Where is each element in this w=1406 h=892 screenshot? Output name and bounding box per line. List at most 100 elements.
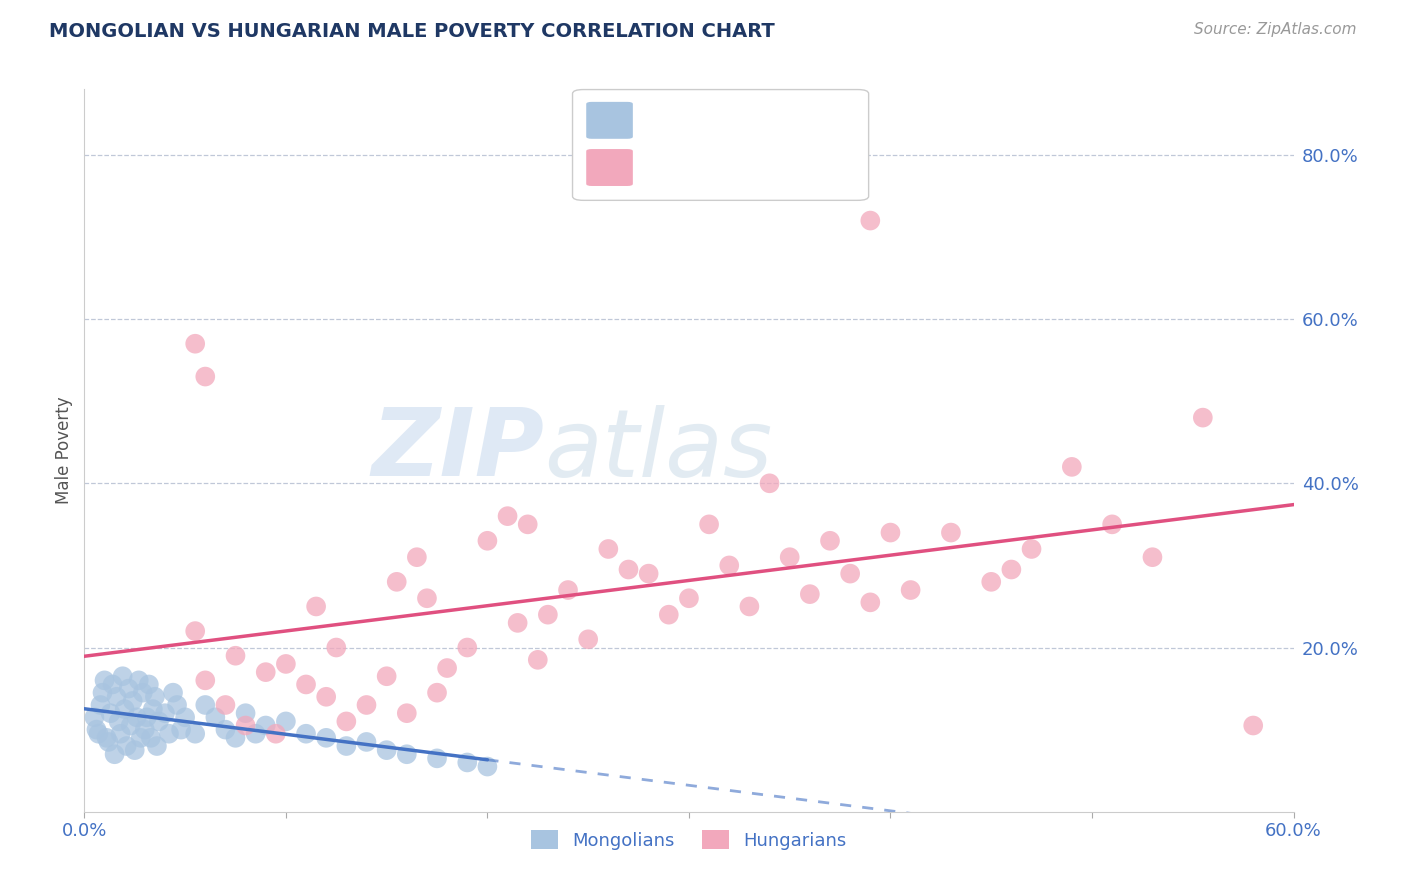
Point bbox=[274, 714, 297, 729]
Point bbox=[114, 702, 136, 716]
Point bbox=[295, 727, 318, 741]
Point bbox=[89, 698, 111, 712]
Point bbox=[1060, 459, 1083, 474]
Point bbox=[91, 686, 114, 700]
Point bbox=[204, 710, 226, 724]
Point bbox=[104, 747, 127, 762]
Point bbox=[617, 562, 640, 576]
Point bbox=[97, 735, 120, 749]
Point bbox=[245, 727, 267, 741]
Point bbox=[758, 476, 780, 491]
Point bbox=[738, 599, 761, 614]
Point bbox=[406, 550, 429, 565]
Y-axis label: Male Poverty: Male Poverty bbox=[55, 397, 73, 504]
Point bbox=[184, 336, 207, 351]
Point bbox=[477, 759, 499, 773]
Point bbox=[335, 739, 357, 753]
Point bbox=[375, 743, 398, 757]
Point bbox=[456, 756, 478, 770]
Point bbox=[146, 739, 169, 753]
Point bbox=[110, 727, 132, 741]
Point bbox=[125, 710, 148, 724]
Point bbox=[214, 698, 236, 712]
Text: MONGOLIAN VS HUNGARIAN MALE POVERTY CORRELATION CHART: MONGOLIAN VS HUNGARIAN MALE POVERTY CORR… bbox=[49, 22, 775, 41]
Point bbox=[456, 640, 478, 655]
Point bbox=[214, 723, 236, 737]
Point bbox=[939, 525, 962, 540]
Point bbox=[416, 591, 439, 606]
Point bbox=[194, 698, 217, 712]
Point bbox=[496, 509, 519, 524]
Point bbox=[96, 731, 118, 745]
Point bbox=[134, 723, 156, 737]
Point bbox=[356, 735, 378, 749]
Point bbox=[1101, 517, 1123, 532]
Point bbox=[225, 648, 247, 663]
Point bbox=[436, 661, 458, 675]
Point bbox=[799, 587, 821, 601]
Point bbox=[174, 710, 197, 724]
Point bbox=[148, 714, 170, 729]
Point bbox=[315, 690, 337, 704]
Point bbox=[426, 751, 449, 765]
Point bbox=[678, 591, 700, 606]
Point bbox=[87, 727, 110, 741]
Point bbox=[105, 690, 128, 704]
Point bbox=[557, 582, 579, 597]
FancyBboxPatch shape bbox=[586, 149, 633, 186]
Point bbox=[356, 698, 378, 712]
Point bbox=[170, 723, 193, 737]
Point bbox=[537, 607, 560, 622]
Point bbox=[315, 731, 337, 745]
FancyBboxPatch shape bbox=[572, 89, 869, 201]
Point bbox=[128, 673, 150, 688]
Point bbox=[184, 727, 207, 741]
FancyBboxPatch shape bbox=[586, 102, 633, 139]
Point bbox=[132, 686, 155, 700]
Point bbox=[506, 615, 529, 630]
Point bbox=[859, 213, 882, 227]
Point bbox=[166, 698, 188, 712]
Point bbox=[235, 706, 257, 721]
Point bbox=[118, 681, 141, 696]
Point bbox=[254, 718, 277, 732]
Point bbox=[900, 582, 922, 597]
Legend: Mongolians, Hungarians: Mongolians, Hungarians bbox=[524, 823, 853, 857]
Point bbox=[426, 686, 449, 700]
Point bbox=[779, 550, 801, 565]
Point bbox=[235, 718, 257, 732]
Point bbox=[100, 706, 122, 721]
Point bbox=[274, 657, 297, 671]
Point bbox=[86, 723, 108, 737]
Point bbox=[115, 739, 138, 753]
Point bbox=[111, 669, 134, 683]
Point bbox=[83, 710, 105, 724]
Point bbox=[101, 677, 124, 691]
Point bbox=[107, 714, 129, 729]
Point bbox=[121, 694, 143, 708]
Point bbox=[818, 533, 841, 548]
Point bbox=[124, 743, 146, 757]
Point bbox=[93, 673, 115, 688]
Text: ZIP: ZIP bbox=[371, 404, 544, 497]
Point bbox=[325, 640, 347, 655]
Point bbox=[637, 566, 659, 581]
Point bbox=[598, 541, 620, 556]
Point bbox=[305, 599, 328, 614]
Point bbox=[477, 533, 499, 548]
Point bbox=[395, 747, 418, 762]
Point bbox=[375, 669, 398, 683]
Point bbox=[385, 574, 408, 589]
Text: R = -0.350   N = 57: R = -0.350 N = 57 bbox=[644, 112, 844, 129]
Point bbox=[516, 517, 538, 532]
Point bbox=[658, 607, 681, 622]
Point bbox=[142, 702, 165, 716]
Point bbox=[839, 566, 862, 581]
Point bbox=[153, 706, 176, 721]
Point bbox=[527, 653, 550, 667]
Point bbox=[135, 710, 157, 724]
Point bbox=[697, 517, 720, 532]
Point bbox=[184, 624, 207, 639]
Text: atlas: atlas bbox=[544, 405, 772, 496]
Point bbox=[1021, 541, 1043, 556]
